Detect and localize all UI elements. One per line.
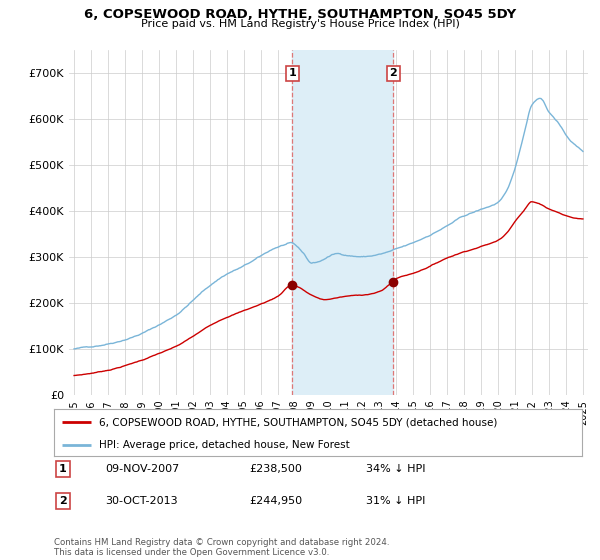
Text: 6, COPSEWOOD ROAD, HYTHE, SOUTHAMPTON, SO45 5DY (detached house): 6, COPSEWOOD ROAD, HYTHE, SOUTHAMPTON, S… bbox=[99, 417, 497, 427]
Text: Price paid vs. HM Land Registry's House Price Index (HPI): Price paid vs. HM Land Registry's House … bbox=[140, 19, 460, 29]
Text: £238,500: £238,500 bbox=[249, 464, 302, 474]
Text: HPI: Average price, detached house, New Forest: HPI: Average price, detached house, New … bbox=[99, 440, 350, 450]
Text: 1: 1 bbox=[289, 68, 296, 78]
Bar bbox=[292, 50, 394, 395]
Text: 34% ↓ HPI: 34% ↓ HPI bbox=[366, 464, 425, 474]
Text: 1: 1 bbox=[59, 464, 67, 474]
Text: 31% ↓ HPI: 31% ↓ HPI bbox=[366, 496, 425, 506]
Text: 2: 2 bbox=[59, 496, 67, 506]
Text: 2: 2 bbox=[389, 68, 397, 78]
Text: 09-NOV-2007: 09-NOV-2007 bbox=[105, 464, 179, 474]
Text: 30-OCT-2013: 30-OCT-2013 bbox=[105, 496, 178, 506]
Text: Contains HM Land Registry data © Crown copyright and database right 2024.
This d: Contains HM Land Registry data © Crown c… bbox=[54, 538, 389, 557]
Text: 6, COPSEWOOD ROAD, HYTHE, SOUTHAMPTON, SO45 5DY: 6, COPSEWOOD ROAD, HYTHE, SOUTHAMPTON, S… bbox=[84, 8, 516, 21]
Text: £244,950: £244,950 bbox=[249, 496, 302, 506]
